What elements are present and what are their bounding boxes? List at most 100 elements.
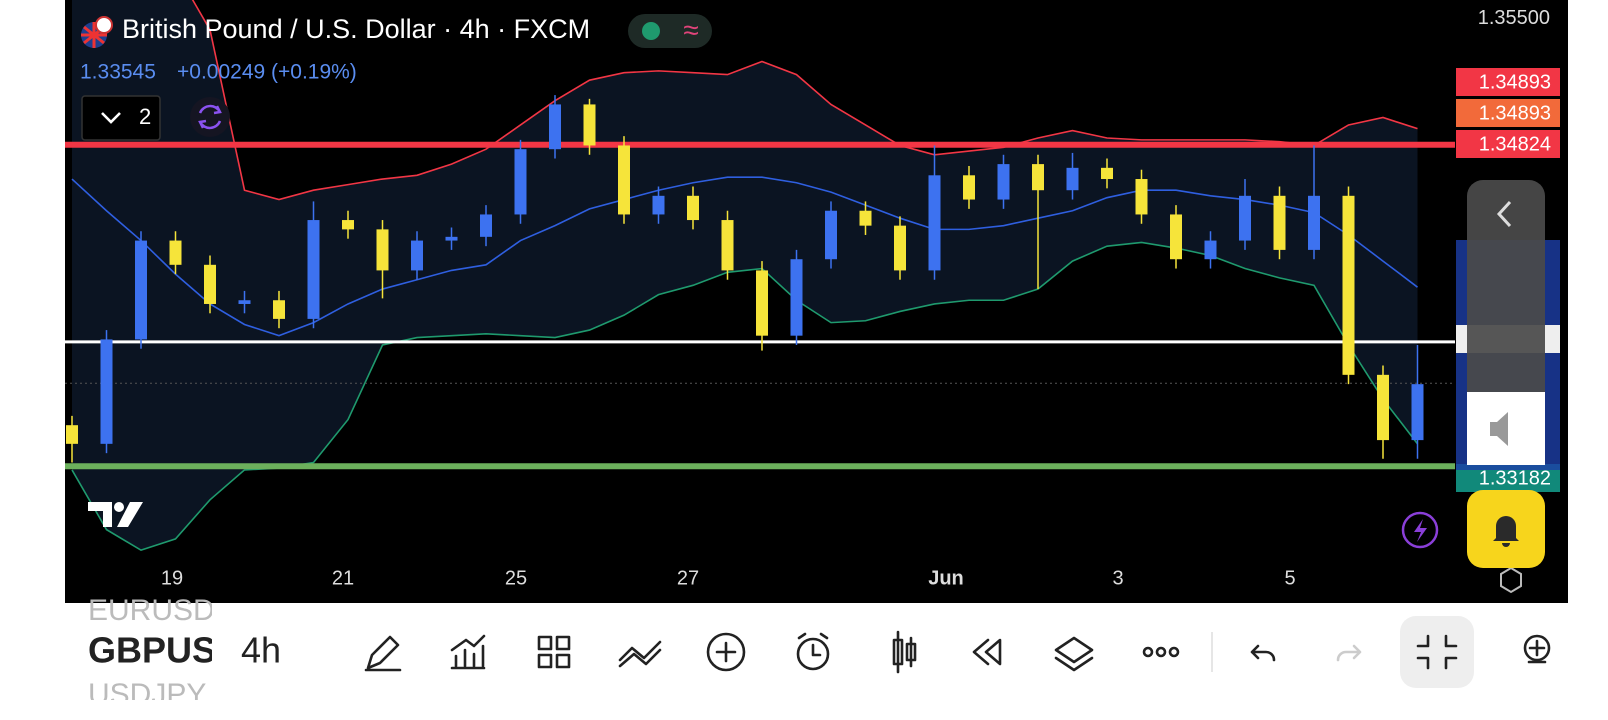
- toolbar: [0, 603, 1608, 700]
- x-tick-label: 25: [505, 567, 527, 589]
- status-pill[interactable]: [628, 14, 712, 48]
- flag-us: [95, 16, 113, 34]
- alarm-icon: [797, 632, 829, 657]
- candle-body: [894, 225, 906, 271]
- candle-body: [549, 104, 561, 150]
- candle-body: [100, 339, 113, 444]
- compare-tool[interactable]: [618, 640, 662, 668]
- refresh-icon: [198, 104, 222, 130]
- fullscreen-button[interactable]: [1400, 616, 1474, 688]
- layout-tool[interactable]: [537, 635, 571, 669]
- chart-type-tool[interactable]: [892, 630, 917, 674]
- replay-tool[interactable]: [972, 638, 1002, 666]
- candle-body: [583, 104, 596, 146]
- candle-body: [997, 164, 1010, 200]
- candle-body: [1377, 374, 1389, 441]
- indicators-toggle[interactable]: [81, 95, 161, 141]
- add-tool[interactable]: [706, 632, 746, 672]
- candle-body: [238, 300, 251, 304]
- price-label-bg: [1456, 130, 1560, 158]
- candle-body: [1135, 179, 1148, 215]
- more-dot[interactable]: [1168, 646, 1180, 658]
- x-tick-label: 5: [1284, 567, 1295, 589]
- candle-body: [721, 220, 734, 271]
- candle-body: [1101, 167, 1113, 180]
- candle-body: [618, 145, 630, 215]
- price-label: 1.34893: [1479, 71, 1551, 93]
- candle-body: [480, 214, 492, 237]
- candle-body: [1308, 195, 1320, 250]
- undo[interactable]: [1250, 644, 1276, 662]
- candle-body: [1066, 167, 1079, 191]
- candle-body: [514, 149, 527, 215]
- collapse-button[interactable]: [1496, 200, 1512, 228]
- candle-body: [963, 175, 975, 200]
- refresh-button[interactable]: [190, 97, 230, 137]
- price-label: 1.34824: [1479, 133, 1551, 155]
- x-tick-label: Jun: [928, 567, 964, 589]
- candle-body: [411, 240, 423, 271]
- market-open-dot: [642, 22, 660, 40]
- symbol-header[interactable]: British Pound / U.S. Dollar · 4h · FXCM: [81, 14, 590, 48]
- bell-icon: [1493, 516, 1519, 547]
- candle-body: [342, 220, 354, 230]
- title: British Pound / U.S. Dollar · 4h · FXCM: [122, 14, 590, 44]
- last-price: 1.33545: [80, 61, 156, 84]
- lightning-icon: [1414, 519, 1427, 542]
- symbol-prev: EURUSD: [88, 594, 215, 627]
- price-label-bg: [1456, 99, 1560, 127]
- band-upper: [191, 0, 1418, 201]
- symbol-current: GBPUSD: [88, 630, 242, 671]
- x-tick-label: 19: [161, 567, 183, 589]
- symbol-picker[interactable]: EURUSD GBPUSD USDJPY: [88, 594, 242, 711]
- candle-body: [273, 300, 285, 319]
- candle-body: [1411, 384, 1424, 441]
- draw-tool[interactable]: [364, 635, 402, 672]
- interval[interactable]: 4h: [241, 630, 281, 671]
- bottom-margin: [0, 700, 1608, 720]
- price-label: 1.33182: [1479, 467, 1551, 489]
- candle-body: [687, 195, 699, 221]
- candle-body: [790, 259, 803, 336]
- x-tick-label: 27: [677, 567, 699, 589]
- watchlist-icon: [1527, 639, 1547, 664]
- candle-body: [169, 240, 182, 265]
- flag-cross: [81, 22, 107, 48]
- candle-body: [66, 425, 78, 444]
- candle-body: [445, 236, 458, 241]
- price-label-bg: [1456, 68, 1560, 96]
- price-change: +0.00249 (+0.19%): [177, 61, 357, 84]
- lightning-button[interactable]: [1401, 511, 1439, 549]
- candle-body: [1342, 195, 1355, 375]
- candle-body: [1273, 195, 1286, 250]
- tv-logo: [88, 502, 143, 527]
- candle-body: [1170, 214, 1182, 260]
- indicators-tool[interactable]: [450, 634, 486, 670]
- exit-fullscreen-icon: [1416, 634, 1458, 670]
- indicator-count: 2: [139, 104, 151, 129]
- watchlist-add[interactable]: [1523, 634, 1551, 662]
- more-dot[interactable]: [1155, 646, 1167, 658]
- candle-body: [825, 210, 837, 260]
- tv-logo-dot: [114, 502, 124, 512]
- x-tick-label: 21: [332, 567, 354, 589]
- candle-body: [135, 240, 147, 340]
- delay-icon: ≈: [683, 14, 698, 45]
- more-dot[interactable]: [1142, 646, 1154, 658]
- band-middle: [71, 176, 1418, 337]
- candle-body: [1204, 240, 1217, 260]
- candle-body: [376, 229, 389, 271]
- candle-body: [307, 220, 320, 319]
- layers-tool[interactable]: [1054, 636, 1094, 672]
- alert-tool[interactable]: [796, 637, 830, 671]
- candle-body: [1032, 164, 1044, 191]
- candle-body: [756, 270, 768, 336]
- price-axis: 1.35500 1.34893 1.34893 1.34824 1.33182: [1456, 7, 1560, 492]
- sound-icon: [1490, 412, 1508, 446]
- settings-icon[interactable]: [1500, 566, 1522, 594]
- candle-body: [859, 210, 872, 226]
- redo[interactable]: [1336, 644, 1362, 662]
- candle-body: [1239, 195, 1251, 241]
- band-fill: [72, 0, 1418, 551]
